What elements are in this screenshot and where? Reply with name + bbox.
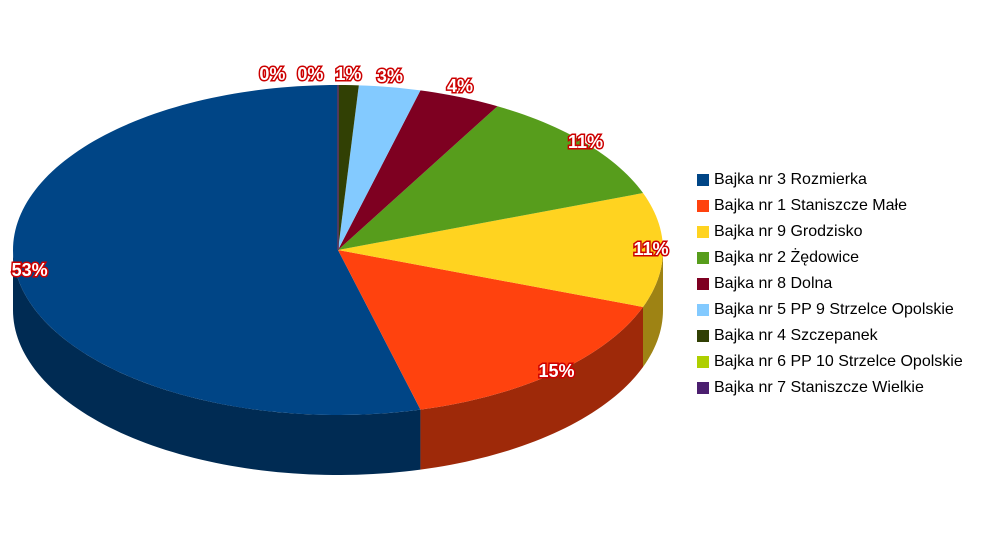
legend-swatch bbox=[697, 382, 709, 394]
slice bbox=[338, 85, 421, 250]
data-label: 11% bbox=[633, 239, 668, 259]
data-labels: 53% 15% 11% 11% 4% 3% 1% 0% 0% bbox=[10, 62, 670, 382]
legend-label: Bajka nr 1 Staniszcze Małe bbox=[714, 197, 907, 214]
slice bbox=[338, 250, 643, 410]
legend-swatch bbox=[697, 226, 709, 238]
slice bbox=[338, 193, 663, 307]
slice-side bbox=[643, 250, 663, 367]
legend-swatch bbox=[697, 200, 709, 212]
data-label: 3% bbox=[377, 66, 403, 86]
data-label: 4% bbox=[447, 76, 473, 96]
legend-swatch bbox=[697, 174, 709, 186]
slice bbox=[338, 85, 359, 250]
legend-label: Bajka nr 7 Staniszcze Wielkie bbox=[714, 379, 924, 396]
legend-label: Bajka nr 8 Dolna bbox=[714, 275, 832, 292]
legend-swatch bbox=[697, 330, 709, 342]
legend-label: Bajka nr 5 PP 9 Strzelce Opolskie bbox=[714, 301, 954, 318]
data-label: 0% bbox=[297, 64, 323, 84]
slice-side bbox=[420, 306, 643, 470]
legend-label: Bajka nr 3 Rozmierka bbox=[714, 171, 867, 188]
pie-sides bbox=[13, 250, 663, 475]
legend-swatch bbox=[697, 356, 709, 368]
data-label: 15% bbox=[538, 361, 574, 381]
data-label: 0% bbox=[259, 64, 285, 84]
slice bbox=[338, 90, 498, 251]
legend: Bajka nr 3 Rozmierka Bajka nr 1 Staniszcz… bbox=[697, 171, 963, 396]
slice bbox=[13, 85, 421, 415]
legend-swatch bbox=[697, 304, 709, 316]
legend-label: Bajka nr 6 PP 10 Strzelce Opolskie bbox=[714, 353, 963, 370]
legend-label: Bajka nr 2 Żędowice bbox=[714, 247, 859, 266]
legend-label: Bajka nr 4 Szczepanek bbox=[714, 327, 879, 344]
slice-side bbox=[13, 250, 421, 475]
data-label: 1% bbox=[335, 64, 361, 84]
legend-swatch bbox=[697, 252, 709, 264]
legend-label: Bajka nr 9 Grodzisko bbox=[714, 223, 863, 240]
data-label: 11% bbox=[568, 132, 603, 152]
legend-swatch bbox=[697, 278, 709, 290]
data-label: 53% bbox=[12, 260, 48, 280]
slice bbox=[338, 106, 643, 250]
pie-tops bbox=[13, 85, 663, 415]
